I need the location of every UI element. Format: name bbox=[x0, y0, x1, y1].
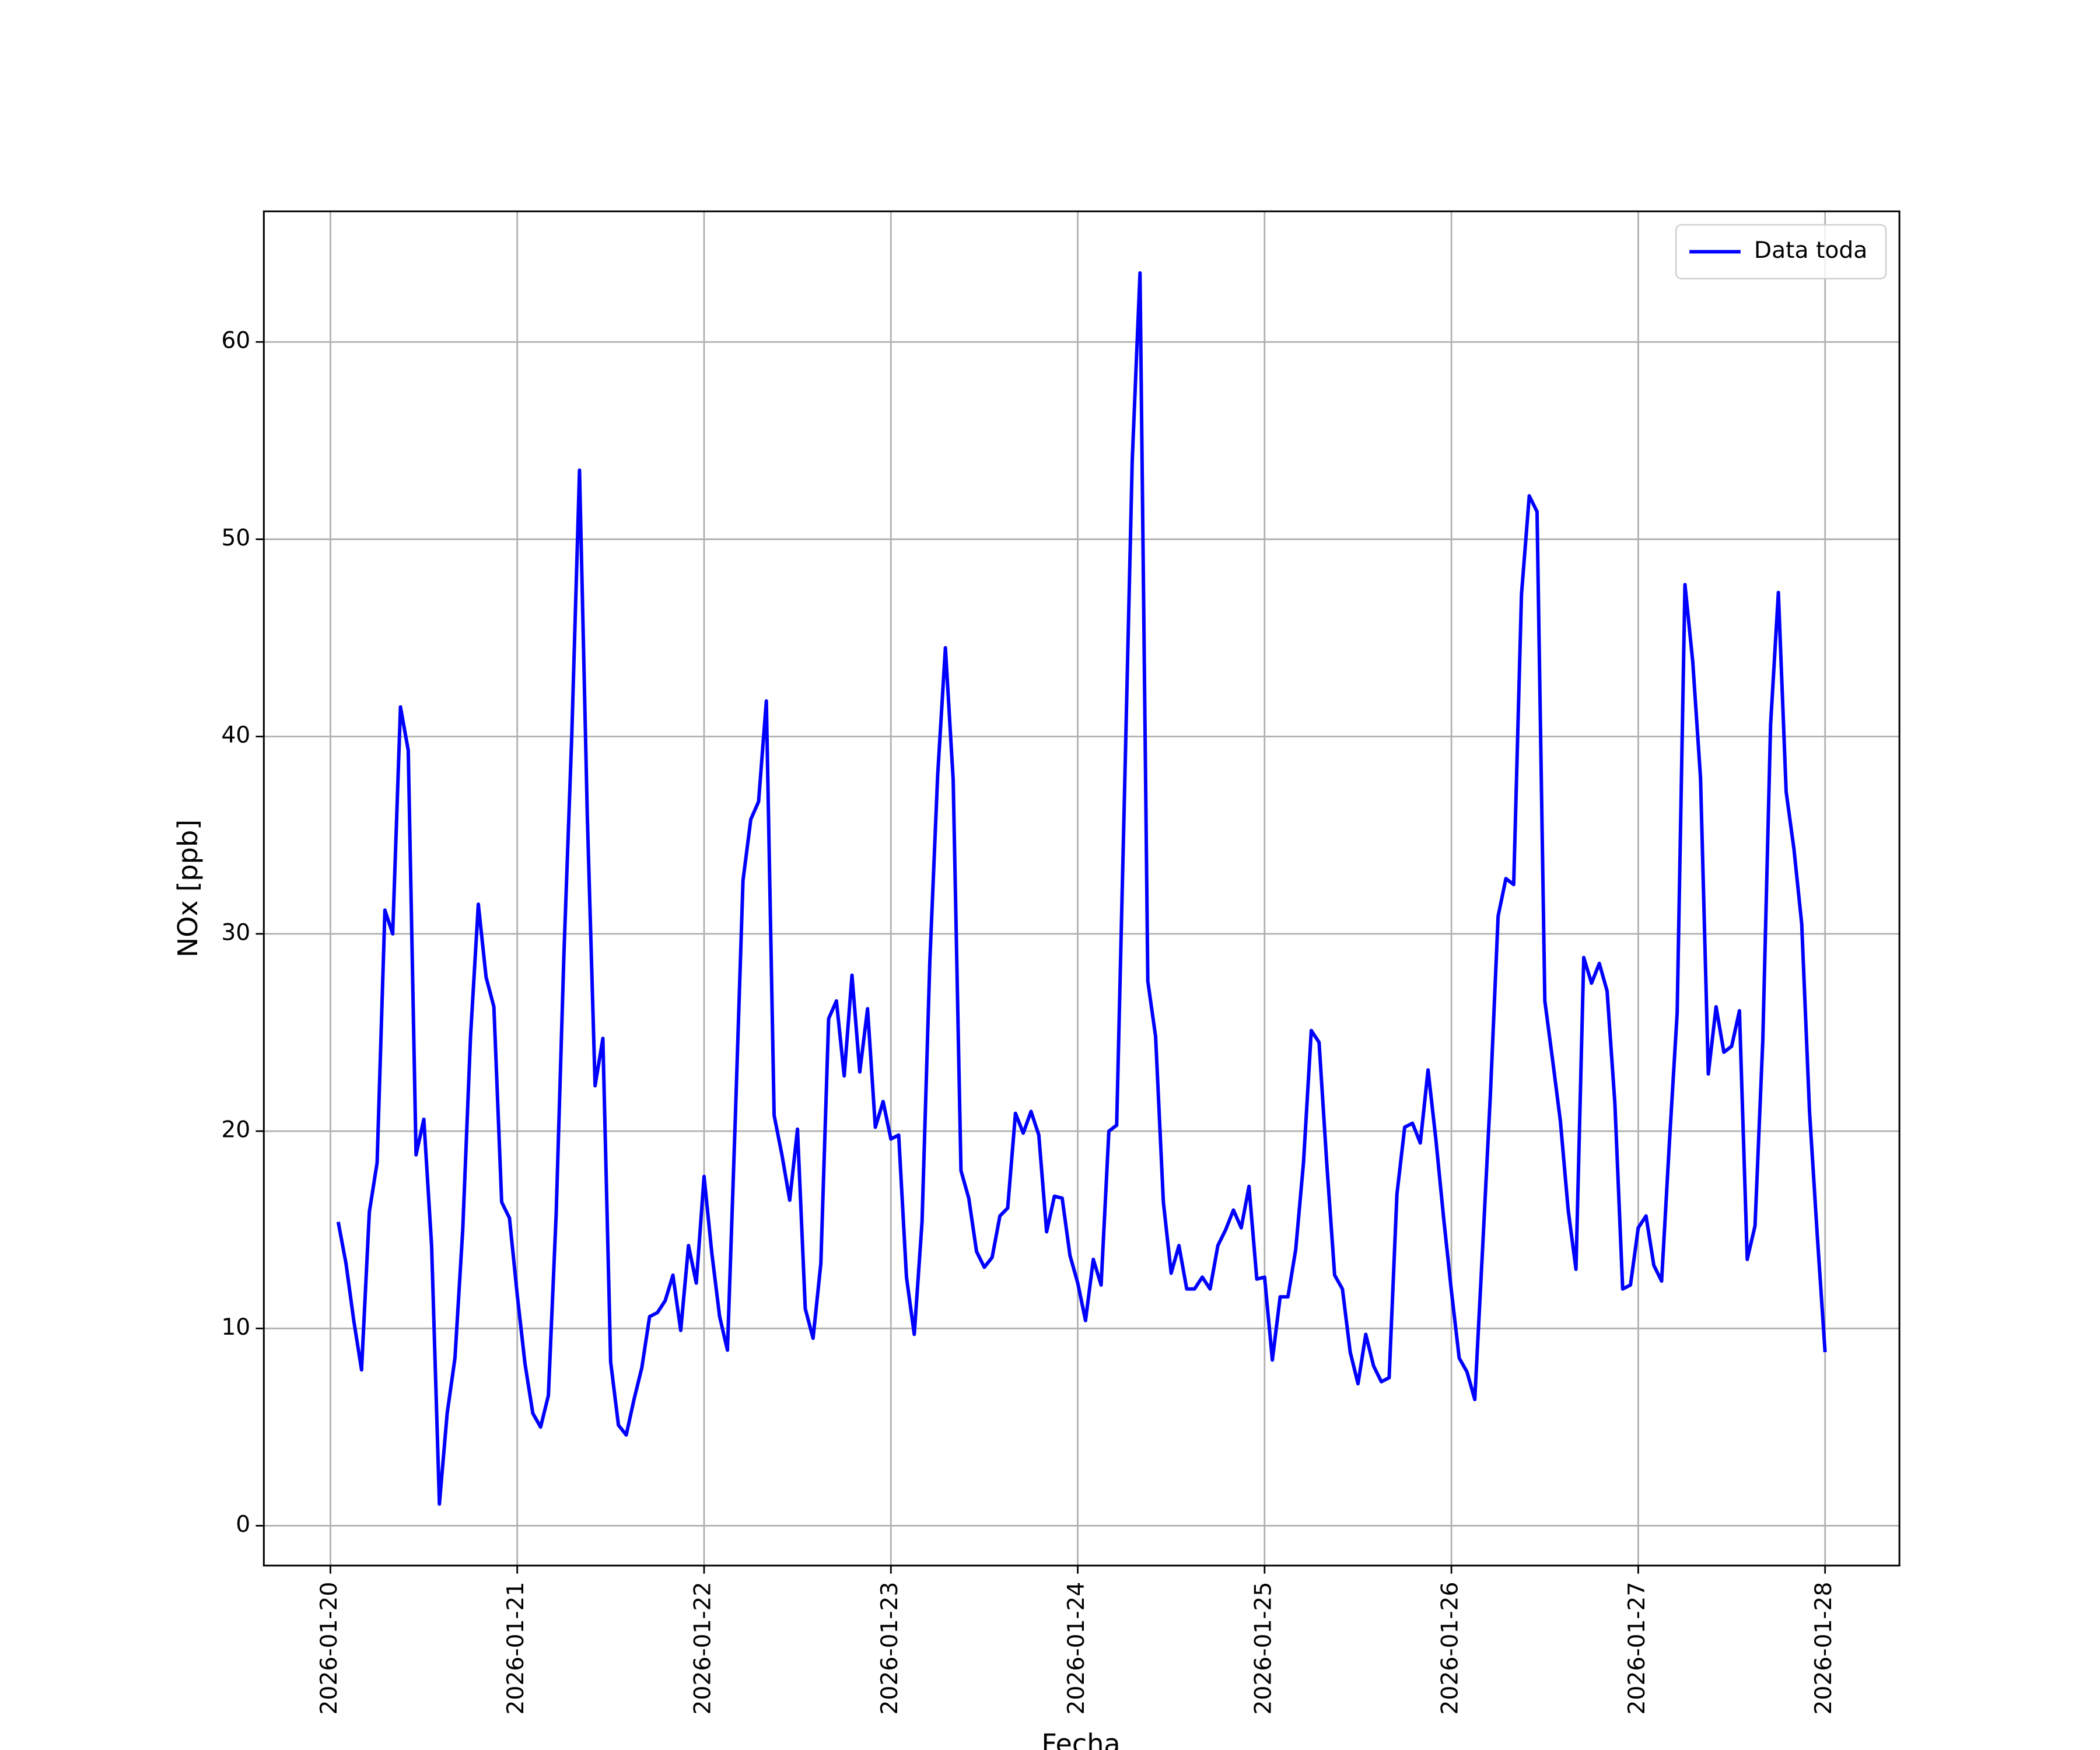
x-tick-label: 2026-01-24 bbox=[1063, 1582, 1090, 1715]
x-tick-label: 2026-01-28 bbox=[1811, 1582, 1837, 1715]
y-tick-label: 40 bbox=[221, 722, 250, 748]
y-tick-label: 50 bbox=[221, 525, 250, 551]
plot-area bbox=[336, 271, 1827, 1506]
y-tick-label: 0 bbox=[236, 1511, 250, 1538]
ticks: 0 10 20 30 40 50 60 2026-01-20 2026-01-21 2026-01… bbox=[221, 328, 1837, 1715]
legend-label: Data toda bbox=[1754, 237, 1867, 264]
x-tick-label: 2026-01-21 bbox=[503, 1582, 529, 1715]
y-tick-label: 20 bbox=[221, 1117, 250, 1143]
x-tick-label: 2026-01-22 bbox=[690, 1582, 716, 1715]
legend: Data toda bbox=[1675, 224, 1887, 279]
y-axis-label: NOx [ppb] bbox=[172, 820, 204, 958]
grid bbox=[264, 211, 1900, 1566]
y-tick-label: 60 bbox=[221, 328, 250, 354]
axes-frame bbox=[262, 210, 1901, 1567]
x-axis-label: Fecha bbox=[1041, 1728, 1120, 1750]
data-line bbox=[336, 271, 1827, 1506]
legend-box bbox=[1675, 224, 1887, 279]
y-tick-label: 10 bbox=[221, 1314, 250, 1340]
x-tick-label: 2026-01-20 bbox=[316, 1582, 342, 1715]
x-tick-label: 2026-01-23 bbox=[877, 1582, 903, 1715]
y-tick-label: 30 bbox=[221, 919, 250, 946]
x-tick-label: 2026-01-27 bbox=[1624, 1582, 1650, 1715]
x-tick-label: 2026-01-25 bbox=[1250, 1582, 1276, 1715]
x-tick-label: 2026-01-26 bbox=[1437, 1582, 1464, 1715]
